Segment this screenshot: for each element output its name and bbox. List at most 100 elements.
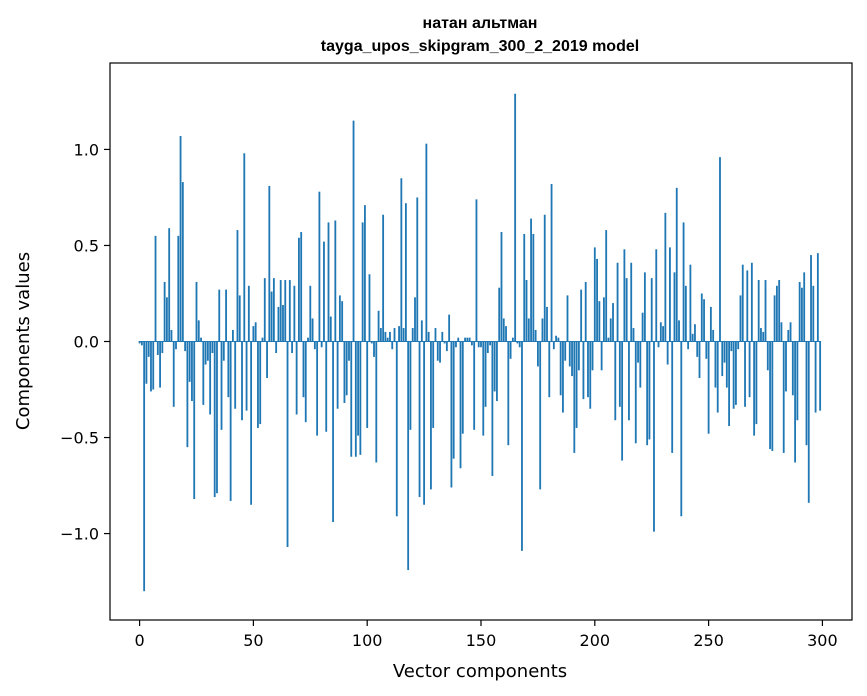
bar-197 — [587, 341, 589, 398]
bar-49 — [250, 341, 253, 505]
bar-138 — [452, 341, 455, 459]
bar-64 — [284, 280, 287, 342]
bar-270 — [753, 341, 756, 436]
bar-135 — [445, 341, 448, 352]
bar-271 — [755, 341, 758, 425]
bar-106 — [379, 328, 382, 342]
bar-151 — [482, 341, 485, 436]
bar-238 — [680, 341, 683, 517]
bar-125 — [423, 341, 426, 505]
x-axis-label: Vector components — [393, 661, 567, 682]
bar-284 — [785, 341, 787, 392]
bar-156 — [493, 341, 496, 392]
bar-263 — [737, 341, 740, 350]
bar-216 — [630, 262, 633, 342]
x-tick-label: 250 — [693, 631, 724, 650]
bar-153 — [486, 341, 489, 354]
bar-70 — [298, 237, 300, 342]
bar-130 — [434, 328, 437, 342]
bar-210 — [616, 262, 619, 342]
bars-group — [138, 93, 822, 592]
bar-229 — [659, 322, 662, 342]
bar-91 — [345, 341, 348, 396]
bar-114 — [398, 326, 400, 342]
bar-128 — [430, 341, 432, 490]
bar-177 — [541, 318, 544, 342]
bar-17 — [177, 235, 180, 342]
x-tick-label: 0 — [134, 631, 144, 650]
bar-137 — [450, 341, 453, 488]
bar-220 — [639, 341, 642, 388]
bar-63 — [282, 305, 284, 342]
bar-295 — [810, 255, 812, 342]
bar-55 — [263, 278, 266, 342]
bar-101 — [368, 274, 371, 342]
bar-113 — [395, 341, 398, 517]
bar-285 — [787, 329, 790, 342]
bar-96 — [357, 341, 360, 436]
bar-16 — [175, 341, 177, 350]
bar-43 — [236, 230, 239, 342]
bar-256 — [721, 341, 724, 377]
bar-291 — [801, 287, 803, 342]
bar-15 — [172, 341, 175, 407]
bar-149 — [477, 341, 480, 348]
bar-213 — [623, 249, 626, 342]
bar-233 — [669, 247, 671, 342]
bar-93 — [350, 341, 353, 457]
bar-134 — [443, 341, 446, 344]
bar-75 — [309, 285, 312, 342]
bar-198 — [589, 341, 592, 409]
bar-144 — [466, 337, 469, 342]
bar-268 — [748, 341, 751, 398]
bar-82 — [325, 341, 328, 432]
bar-122 — [416, 197, 419, 342]
bar-259 — [728, 341, 731, 427]
bar-71 — [300, 232, 303, 342]
bar-194 — [580, 289, 583, 342]
bar-88 — [338, 295, 341, 342]
bar-231 — [664, 212, 667, 342]
y-tick-label: 1.0 — [74, 140, 99, 159]
bar-51 — [254, 322, 257, 342]
bar-83 — [327, 222, 330, 342]
bar-33 — [213, 341, 216, 498]
bar-183 — [555, 335, 558, 342]
bar-218 — [634, 341, 637, 444]
bar-102 — [370, 341, 373, 344]
bar-225 — [650, 278, 653, 342]
bar-299 — [819, 341, 822, 411]
bar-250 — [707, 341, 710, 434]
bar-99 — [364, 205, 366, 342]
bar-195 — [582, 341, 585, 400]
bar-31 — [209, 341, 212, 415]
bar-280 — [775, 285, 778, 342]
x-tick-label: 50 — [243, 631, 263, 650]
bar-5 — [150, 341, 152, 392]
bar-21 — [186, 341, 189, 448]
bar-255 — [719, 157, 721, 342]
bar-157 — [496, 341, 498, 402]
bar-249 — [705, 341, 708, 359]
bar-47 — [245, 341, 248, 411]
x-tick-label: 100 — [352, 631, 383, 650]
bar-104 — [375, 341, 378, 463]
y-tick-label: 0.0 — [74, 333, 99, 352]
bar-73 — [304, 341, 307, 423]
bar-167 — [518, 341, 521, 348]
bar-222 — [643, 272, 646, 342]
bar-14 — [170, 329, 173, 342]
bar-180 — [548, 341, 551, 398]
bar-100 — [366, 341, 369, 428]
bar-61 — [277, 306, 280, 342]
bar-244 — [694, 324, 696, 342]
bar-223 — [646, 341, 649, 446]
bar-154 — [489, 341, 492, 346]
bar-187 — [564, 341, 567, 361]
bar-264 — [739, 295, 742, 342]
bar-239 — [682, 222, 685, 342]
bar-170 — [525, 280, 528, 342]
bar-13 — [168, 228, 171, 342]
bar-196 — [584, 281, 587, 342]
bar-224 — [648, 341, 651, 440]
